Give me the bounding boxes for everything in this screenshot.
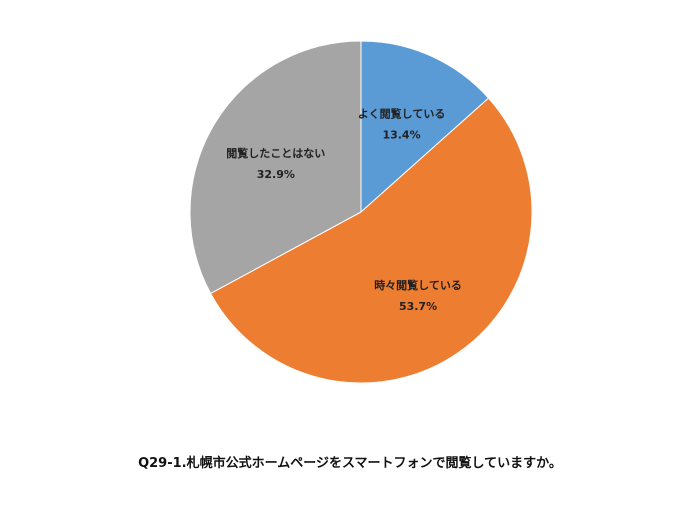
pie-chart: よく閲覧している 13.4% 時々閲覧している 53.7% 閲覧したことはない 32.9% xyxy=(189,40,533,384)
slice-label-0: よく閲覧している xyxy=(358,106,446,120)
slice-label-2: 閲覧したことはない xyxy=(226,146,325,160)
pie-slice-1 xyxy=(209,97,533,384)
slice-value-1: 53.7% xyxy=(399,300,437,313)
chart-title: Q29-1.札幌市公式ホームページをスマートフォンで閲覧していますか。 xyxy=(138,456,562,471)
slice-value-2: 32.9% xyxy=(257,168,295,181)
slice-label-1: 時々閲覧している xyxy=(374,278,462,292)
chart-area: よく閲覧している 13.4% 時々閲覧している 53.7% 閲覧したことはない 32.9% xyxy=(189,40,533,384)
slice-value-0: 13.4% xyxy=(382,128,420,141)
pie-slice-0 xyxy=(360,40,490,214)
pie-slice-2 xyxy=(189,40,362,295)
